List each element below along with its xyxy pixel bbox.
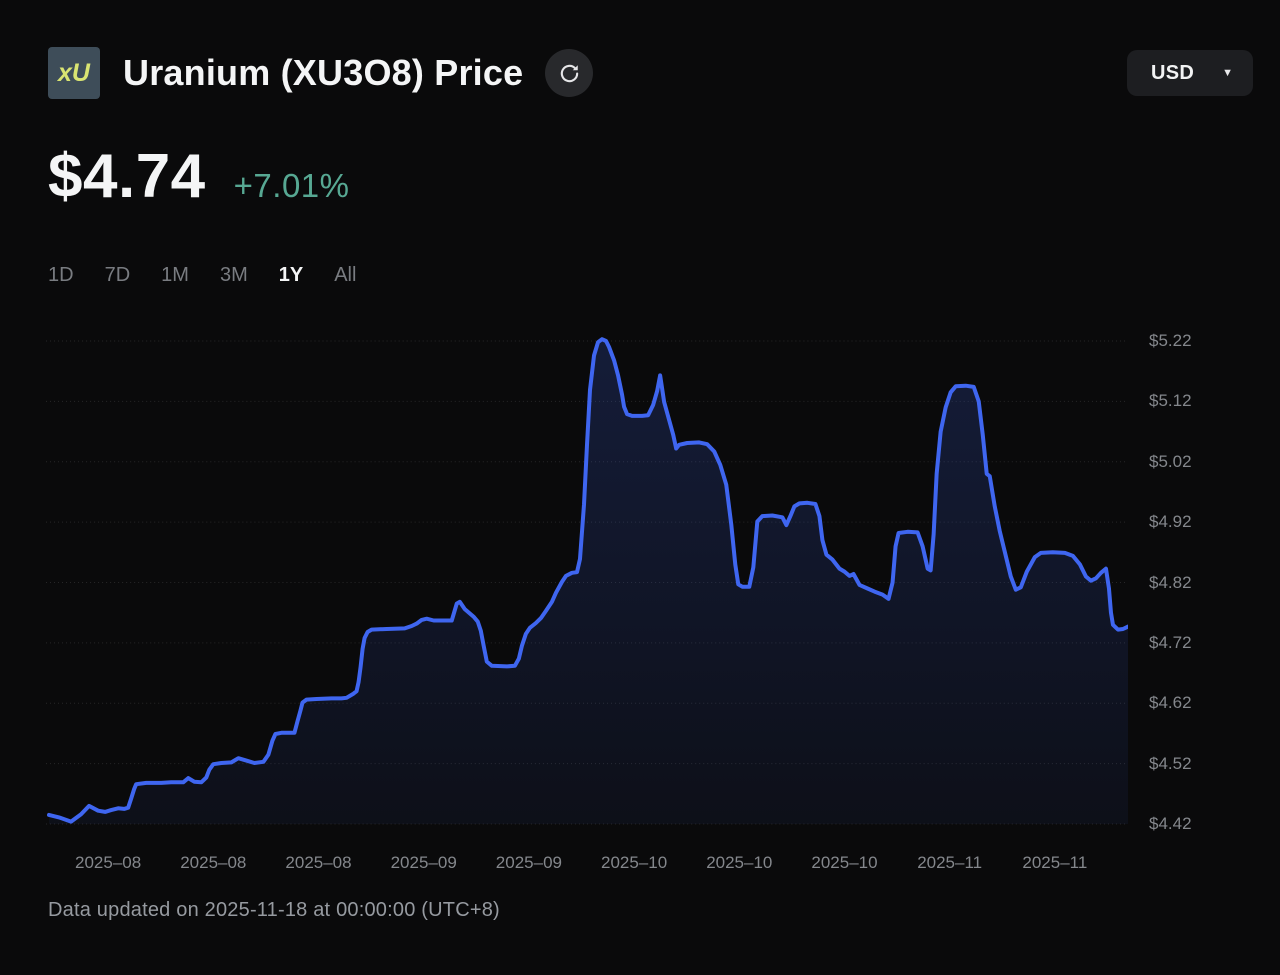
data-updated-note: Data updated on 2025-11-18 at 00:00:00 (… bbox=[48, 899, 500, 921]
price-chart[interactable] bbox=[46, 325, 1128, 831]
refresh-icon bbox=[558, 62, 581, 85]
range-tab-3m[interactable]: 3M bbox=[219, 264, 248, 286]
x-axis-labels: 2025–08 2025–08 2025–08 2025–09 2025–09 2025–… bbox=[46, 831, 1128, 875]
chart-line bbox=[47, 337, 1128, 824]
x-axis-label: 2025–10 bbox=[811, 853, 878, 872]
price-change: +7.01% bbox=[233, 167, 350, 204]
x-axis-label: 2025–09 bbox=[495, 853, 562, 872]
x-axis-label: 2025–08 bbox=[285, 853, 352, 872]
header: xU Uranium (XU3O8) Price USD ▼ bbox=[48, 47, 1253, 99]
x-axis-label: 2025–10 bbox=[600, 853, 668, 872]
chart-plot: 2025–08 2025–08 2025–08 2025–09 2025–09 2025–… bbox=[46, 325, 1128, 875]
y-axis-label: $5.02 bbox=[1149, 451, 1192, 471]
page-title: Uranium (XU3O8) Price bbox=[123, 52, 524, 93]
x-axis-label: 2025–08 bbox=[75, 853, 142, 872]
refresh-button[interactable] bbox=[545, 49, 594, 97]
y-axis-label: $4.92 bbox=[1149, 512, 1192, 532]
chart-area-fill bbox=[49, 339, 1128, 824]
range-tab-1m[interactable]: 1M bbox=[161, 264, 189, 286]
current-price: $4.74 bbox=[48, 142, 206, 211]
x-axis-label: 2025–10 bbox=[706, 853, 773, 872]
x-axis-label: 2025–11 bbox=[1022, 853, 1088, 872]
y-axis-label: $4.82 bbox=[1149, 572, 1192, 592]
x-axis-label: 2025–08 bbox=[180, 853, 247, 872]
chart-section: 2025–08 2025–08 2025–08 2025–09 2025–09 2025–… bbox=[0, 325, 1280, 875]
range-tab-1d[interactable]: 1D bbox=[48, 264, 74, 286]
range-tab-1y[interactable]: 1Y bbox=[278, 264, 304, 286]
x-axis-label: 2025–09 bbox=[390, 853, 457, 872]
currency-selector[interactable]: USD ▼ bbox=[1126, 50, 1253, 96]
y-axis-label: $5.12 bbox=[1149, 391, 1192, 411]
y-axis-labels: $5.22 $5.12 $5.02 $4.92 $4.82 $4.72 $4.62 $4.52… bbox=[1128, 325, 1280, 833]
y-axis-label: $4.72 bbox=[1149, 632, 1192, 652]
y-axis-label: $4.62 bbox=[1149, 693, 1192, 713]
currency-label: USD bbox=[1150, 61, 1195, 84]
brand-logo: xU bbox=[48, 47, 100, 99]
x-axis-label: 2025–11 bbox=[917, 853, 983, 872]
y-axis-label: $4.42 bbox=[1149, 814, 1192, 833]
brand-logo-text: xU bbox=[58, 58, 90, 87]
y-axis-label: $4.52 bbox=[1149, 753, 1192, 773]
range-tab-7d[interactable]: 7D bbox=[104, 264, 131, 286]
chevron-down-icon: ▼ bbox=[1222, 67, 1233, 79]
y-axis-label: $5.22 bbox=[1149, 331, 1192, 350]
price-row: $4.74 +7.01% bbox=[48, 141, 1232, 212]
range-tabs: 1D 7D 1M 3M 1Y All bbox=[48, 264, 1232, 287]
range-tab-all[interactable]: All bbox=[334, 264, 357, 286]
